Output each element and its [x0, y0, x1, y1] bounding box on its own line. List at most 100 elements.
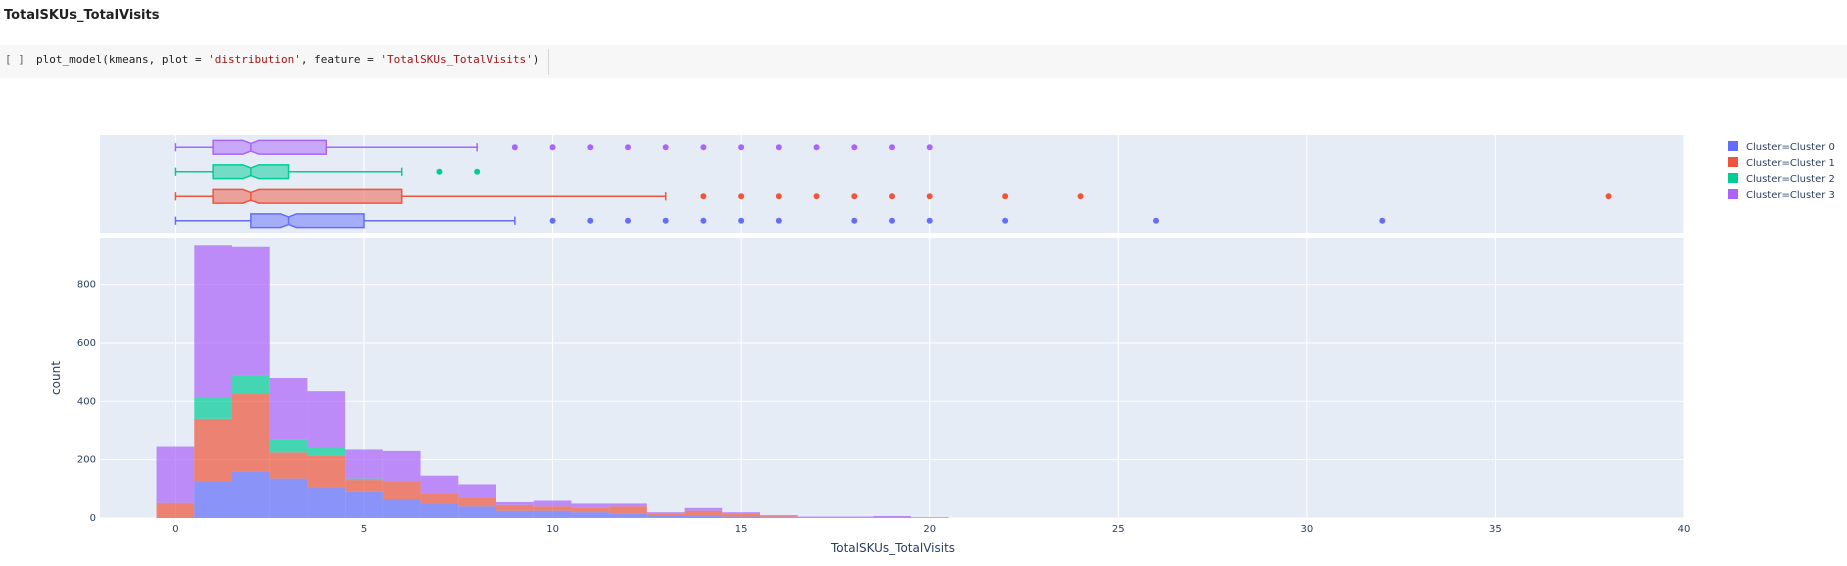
box-plot[interactable]	[174, 139, 933, 155]
legend-item[interactable]: Cluster=Cluster 3	[1728, 189, 1835, 201]
code-cell[interactable]: [ ] plot_model(kmeans, plot = 'distribut…	[0, 45, 1847, 78]
histogram-bar[interactable]	[269, 378, 308, 440]
histogram-bar[interactable]	[194, 481, 232, 518]
histogram-bar[interactable]	[269, 452, 308, 479]
box-outlier-point[interactable]	[926, 144, 933, 151]
box-outlier-point[interactable]	[700, 193, 707, 200]
histogram-bar[interactable]	[533, 510, 572, 518]
histogram-bar[interactable]	[496, 504, 534, 511]
box-plot[interactable]	[174, 213, 1386, 229]
histogram-bar[interactable]	[156, 502, 195, 518]
histogram-bar[interactable]	[609, 503, 647, 507]
histogram-bar[interactable]	[533, 506, 572, 511]
chart-legend[interactable]: Cluster=Cluster 0 Cluster=Cluster 1 Cluste…	[1728, 141, 1835, 201]
box-outlier-point[interactable]	[511, 144, 518, 151]
histogram-bar[interactable]	[307, 448, 346, 456]
box-outlier-point[interactable]	[587, 144, 594, 151]
histogram-bar[interactable]	[420, 503, 459, 518]
box-outlier-point[interactable]	[926, 217, 933, 224]
box-outlier-point[interactable]	[775, 193, 782, 200]
legend-item[interactable]: Cluster=Cluster 0	[1728, 141, 1835, 153]
histogram-bar[interactable]	[307, 455, 346, 488]
histogram-bar[interactable]	[571, 507, 610, 513]
box-outlier-point[interactable]	[775, 144, 782, 151]
histogram-bar[interactable]	[194, 418, 232, 482]
histogram-bar[interactable]	[571, 512, 610, 518]
box-outlier-point[interactable]	[1002, 193, 1009, 200]
box-outlier-point[interactable]	[700, 217, 707, 224]
box-outlier-point[interactable]	[662, 144, 669, 151]
histogram-bar[interactable]	[496, 501, 534, 505]
histogram-bar[interactable]	[232, 394, 270, 472]
box-outlier-point[interactable]	[549, 217, 556, 224]
histogram-bar[interactable]	[382, 450, 421, 482]
box-outlier-point[interactable]	[851, 193, 858, 200]
histogram-bar[interactable]	[609, 513, 647, 518]
box-outlier-point[interactable]	[474, 168, 481, 175]
box-outlier-point[interactable]	[889, 144, 895, 151]
box-outlier-point[interactable]	[1077, 193, 1084, 200]
histogram-bar[interactable]	[194, 245, 232, 397]
box-outlier-point[interactable]	[813, 193, 820, 200]
box-plot[interactable]	[174, 188, 1612, 204]
histogram-bar[interactable]	[194, 396, 232, 419]
histogram-bar[interactable]	[722, 516, 760, 518]
histogram-bar[interactable]	[458, 484, 496, 498]
histogram-bar[interactable]	[345, 478, 383, 481]
box-outlier-point[interactable]	[889, 217, 895, 224]
legend-item[interactable]: Cluster=Cluster 2	[1728, 173, 1835, 185]
box-outlier-point[interactable]	[436, 168, 443, 175]
histogram-bar[interactable]	[382, 499, 421, 518]
histogram-bar[interactable]	[646, 512, 685, 514]
box-outlier-point[interactable]	[775, 217, 782, 224]
box-outlier-point[interactable]	[1002, 217, 1009, 224]
histogram-bar[interactable]	[684, 515, 723, 518]
histogram-bar[interactable]	[533, 500, 572, 507]
histogram-bar[interactable]	[232, 375, 270, 395]
histogram-bar[interactable]	[646, 513, 685, 516]
box-outlier-point[interactable]	[1605, 193, 1612, 200]
histogram-bar[interactable]	[873, 515, 911, 518]
histogram-bar[interactable]	[232, 471, 270, 518]
histogram-bar[interactable]	[684, 507, 723, 511]
histogram-bar[interactable]	[760, 515, 798, 517]
box-outlier-point[interactable]	[549, 144, 556, 151]
histogram-bar[interactable]	[797, 517, 836, 518]
box-outlier-point[interactable]	[926, 193, 933, 200]
histogram-bar[interactable]	[684, 510, 723, 516]
cell-run-indicator[interactable]: [ ]	[5, 53, 25, 66]
box-outlier-point[interactable]	[700, 144, 707, 151]
box-outlier-point[interactable]	[625, 217, 631, 224]
histogram-bar[interactable]	[797, 516, 836, 518]
cell-code[interactable]: plot_model(kmeans, plot = 'distribution'…	[36, 53, 539, 66]
box-outlier-point[interactable]	[851, 217, 858, 224]
box-outlier-point[interactable]	[889, 193, 895, 200]
box-plot[interactable]	[174, 164, 481, 180]
histogram-bar[interactable]	[382, 481, 421, 500]
histogram-bar[interactable]	[835, 516, 874, 518]
histogram-bar[interactable]	[420, 493, 459, 504]
histogram-bar[interactable]	[345, 480, 383, 492]
box-outlier-point[interactable]	[738, 193, 745, 200]
histogram-bar[interactable]	[307, 391, 346, 448]
histogram-bar[interactable]	[345, 491, 383, 518]
legend-item[interactable]: Cluster=Cluster 1	[1728, 157, 1835, 169]
histogram-bar[interactable]	[496, 510, 534, 518]
histogram-bar[interactable]	[269, 478, 308, 518]
box-outlier-point[interactable]	[851, 144, 858, 151]
box-outlier-point[interactable]	[738, 217, 745, 224]
histogram-bar[interactable]	[760, 517, 798, 518]
histogram-bar[interactable]	[420, 475, 459, 494]
box-outlier-point[interactable]	[625, 144, 631, 151]
box-outlier-point[interactable]	[662, 217, 669, 224]
histogram-bar[interactable]	[458, 497, 496, 507]
histogram-bar[interactable]	[232, 246, 270, 376]
histogram-bar[interactable]	[571, 503, 610, 508]
histogram-bar[interactable]	[458, 506, 496, 518]
box-outlier-point[interactable]	[813, 144, 820, 151]
box-outlier-point[interactable]	[1379, 217, 1386, 224]
histogram-bar[interactable]	[307, 487, 346, 518]
histogram-bar[interactable]	[269, 439, 308, 453]
histogram-bar[interactable]	[156, 446, 195, 503]
box-outlier-point[interactable]	[587, 217, 594, 224]
